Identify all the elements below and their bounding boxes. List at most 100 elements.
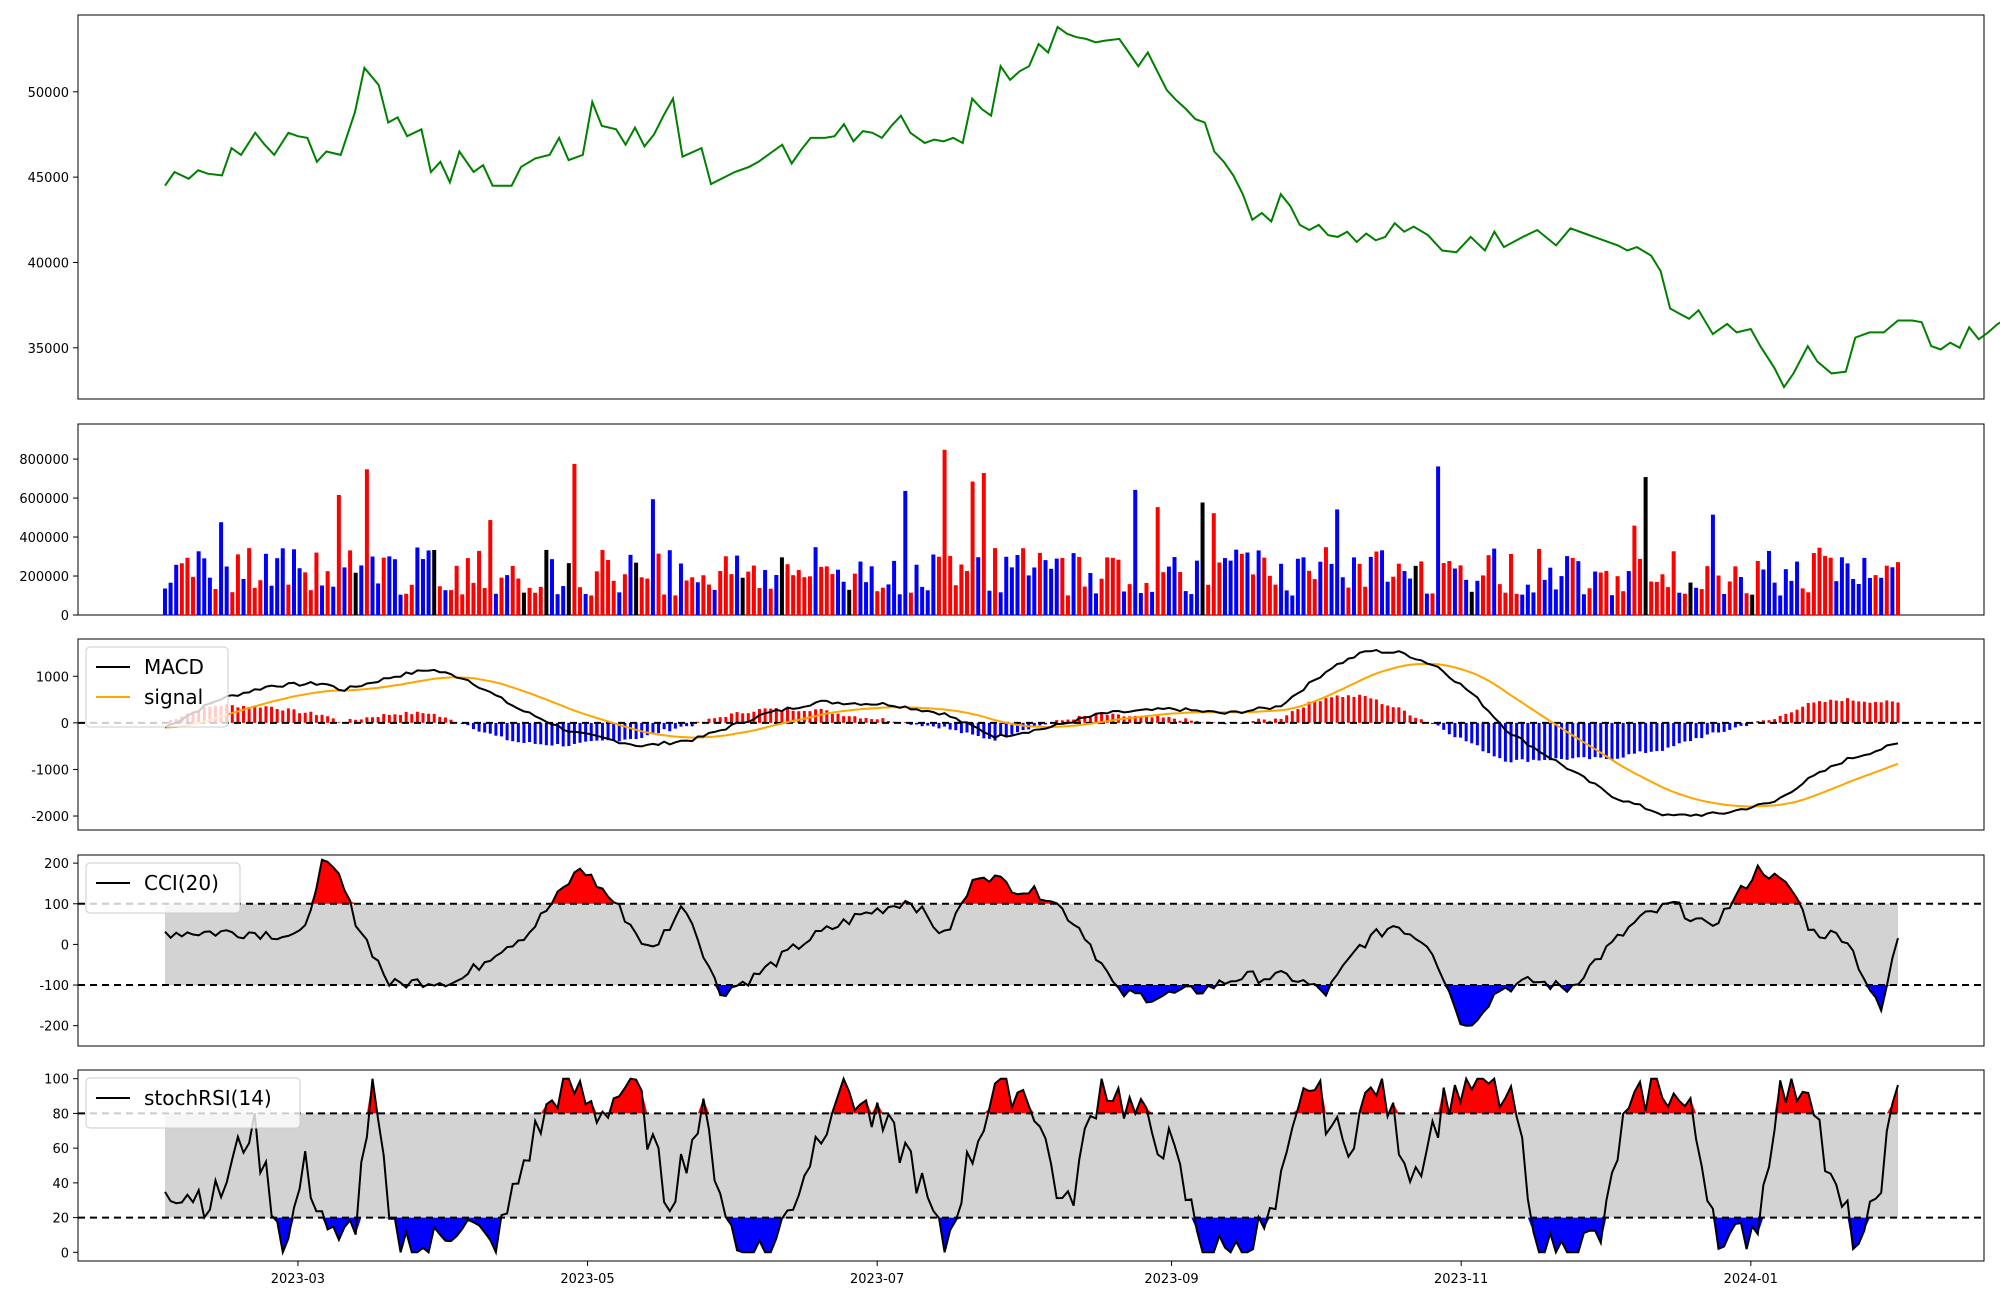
volume-bar xyxy=(1727,581,1732,615)
macd-hist-bar xyxy=(1055,720,1059,723)
macd-hist-bar xyxy=(382,714,386,723)
volume-bar xyxy=(1043,560,1048,615)
volume-bar xyxy=(163,588,167,615)
macd-hist-bar xyxy=(314,715,318,723)
volume-bar xyxy=(1049,568,1054,615)
volume-bar xyxy=(398,594,403,615)
volume-bar xyxy=(510,565,515,615)
macd-hist-bar xyxy=(1083,715,1087,723)
volume-bar xyxy=(1267,575,1272,615)
cci-ytick-label: 0 xyxy=(61,938,69,953)
volume-bar xyxy=(1082,586,1087,615)
volume-bar xyxy=(662,594,667,615)
volume-bar xyxy=(1256,550,1261,615)
macd-hist-bar xyxy=(1503,722,1507,762)
macd-hist-bar xyxy=(1509,722,1513,763)
macd-hist-bar xyxy=(1683,722,1687,742)
macd-hist-bar xyxy=(662,722,666,730)
macd-hist-bar xyxy=(606,722,610,741)
macd-hist-bar xyxy=(1778,715,1782,723)
stochrsi-band xyxy=(165,1113,1898,1218)
volume-bar xyxy=(1396,563,1401,615)
volume-bar xyxy=(1598,572,1603,615)
volume-bar xyxy=(875,591,880,615)
cci-ytick-label: -100 xyxy=(39,979,69,994)
macd-hist-bar xyxy=(679,722,683,727)
volume-bar xyxy=(454,565,459,615)
volume-bar xyxy=(1559,576,1564,615)
macd-hist-bar xyxy=(432,713,436,723)
volume-bar xyxy=(1806,592,1811,615)
macd-hist-bar xyxy=(651,722,655,734)
volume-bar xyxy=(712,589,717,615)
macd-hist-bar xyxy=(836,713,840,723)
volume-bar xyxy=(1694,587,1699,615)
volume-bar xyxy=(1200,502,1205,615)
volume-bar xyxy=(1761,569,1766,615)
macd-hist-bar xyxy=(881,718,885,723)
volume-bar xyxy=(617,592,622,615)
macd-hist-bar xyxy=(993,722,997,741)
macd-hist-bar xyxy=(1072,719,1076,723)
volume-bar xyxy=(897,594,902,615)
volume-bar xyxy=(432,550,437,615)
macd-hist-bar xyxy=(1335,695,1339,723)
volume-bar xyxy=(656,553,661,615)
volume-bar xyxy=(1127,584,1132,615)
volume-bar xyxy=(291,549,296,615)
volume-bar xyxy=(1368,556,1373,615)
volume-bar xyxy=(779,557,784,615)
volume-bar xyxy=(914,564,919,615)
macd-hist-bar xyxy=(1100,713,1104,723)
volume-bar xyxy=(179,563,184,615)
macd-hist-bar xyxy=(1273,718,1277,723)
volume-bar xyxy=(1251,574,1256,615)
volume-bar xyxy=(628,554,633,615)
macd-hist-bar xyxy=(1688,722,1692,742)
volume-bar xyxy=(1649,581,1654,615)
macd-hist-bar xyxy=(410,714,414,723)
macd-hist-bar xyxy=(780,710,784,723)
volume-ytick-label: 400000 xyxy=(19,531,69,546)
macd-hist-bar xyxy=(1447,722,1451,735)
volume-bar xyxy=(325,571,330,615)
macd-hist-bar xyxy=(1773,719,1777,723)
macd-hist-bar xyxy=(533,722,537,744)
macd-hist-bar xyxy=(982,722,986,739)
volume-bar xyxy=(768,588,773,615)
macd-hist-bar xyxy=(589,722,593,742)
macd-hist-bar xyxy=(1475,722,1479,746)
macd-hist-bar xyxy=(1313,701,1317,723)
macd-hist-bar xyxy=(258,707,262,723)
macd-hist-bar xyxy=(1660,722,1664,751)
volume-bar xyxy=(252,587,257,615)
volume-bar xyxy=(813,547,818,615)
macd-hist-bar xyxy=(1492,722,1496,757)
macd-hist-bar xyxy=(1374,699,1378,723)
volume-bar xyxy=(981,473,986,615)
macd-hist-bar xyxy=(1408,715,1412,723)
volume-bar xyxy=(1430,593,1435,615)
x-tick-label: 2023-03 xyxy=(271,1272,325,1287)
macd-hist-bar xyxy=(371,717,375,723)
volume-bar xyxy=(1290,595,1295,615)
volume-bar xyxy=(886,584,891,615)
macd-hist-bar xyxy=(236,707,240,723)
volume-bar xyxy=(1357,563,1362,615)
volume-bar xyxy=(1424,593,1429,615)
macd-hist-bar xyxy=(713,718,717,723)
volume-bar xyxy=(1710,514,1715,615)
volume-bar xyxy=(168,582,173,615)
volume-bar xyxy=(1279,563,1284,615)
volume-bar xyxy=(1211,513,1216,615)
volume-bar xyxy=(1492,548,1497,615)
macd-hist-bar xyxy=(999,722,1003,737)
volume-bar xyxy=(645,578,650,615)
volume-bar xyxy=(1054,558,1059,615)
volume-bar xyxy=(392,559,397,615)
macd-hist-bar xyxy=(348,718,352,723)
volume-ytick-label: 200000 xyxy=(19,570,69,585)
macd-hist-bar xyxy=(1139,715,1143,723)
volume-bar xyxy=(1346,587,1351,615)
macd-hist-bar xyxy=(1700,722,1704,739)
